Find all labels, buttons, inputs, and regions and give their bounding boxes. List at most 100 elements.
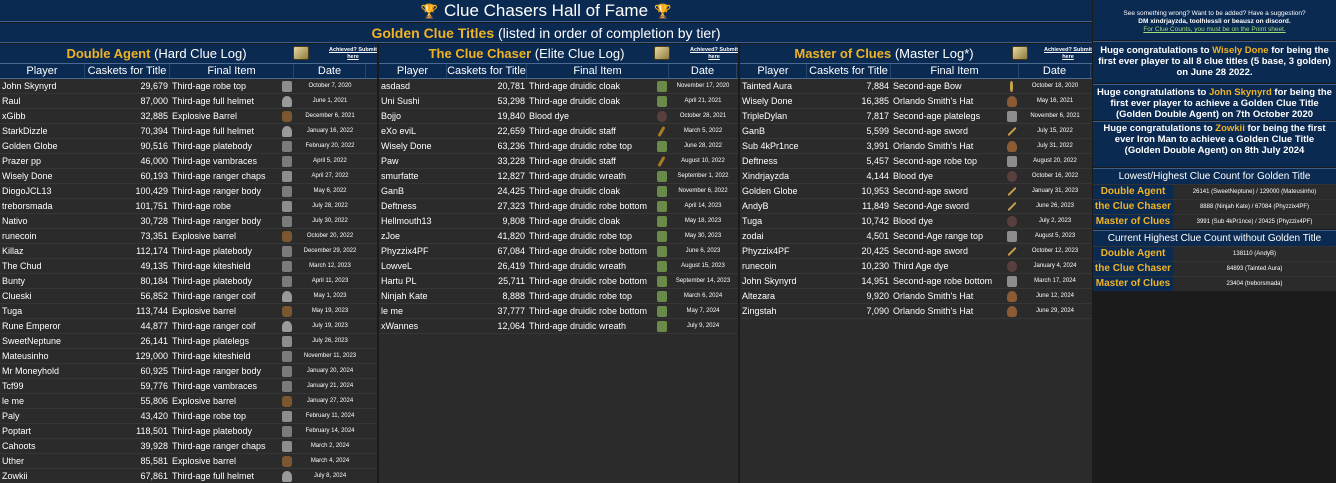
final-item: Third-age robe top [172,81,247,91]
green-item-icon [657,141,667,152]
completion-date: March 17, 2024 [1034,278,1076,284]
panel-title: Double Agent (Hard Clue Log) [0,44,313,64]
clue-scroll-icon [293,46,309,60]
item-icon-cell [280,364,294,378]
completion-date: July 28, 2022 [312,203,348,209]
green-item-icon [657,231,667,242]
completion-date: March 6, 2024 [683,293,723,299]
stat-label: Double Agent [1093,247,1173,261]
point-sheet-link[interactable]: For Clue Counts, you must be on the Poin… [1143,26,1286,33]
item-icon-cell [1005,154,1019,168]
completion-date: October 20, 2022 [306,233,354,239]
final-item: Third-age druidic robe bottom [529,201,648,211]
table-row: StarkDizzle 70,394 Third-age full helmet Ja… [0,124,377,139]
item-icon-cell [655,94,669,108]
final-item: Third-age druidic wreath [529,171,627,181]
final-item: Third-age ranger coif [172,321,256,331]
final-item: Second-Age sword [893,201,970,211]
item-icon-cell [655,154,669,168]
robe-item-icon [282,171,292,182]
congrats-text: for being the first ever player to all 8… [1098,45,1331,78]
final-item: Third-age robe [172,201,232,211]
barrel-item-icon [282,396,292,407]
item-icon-cell [280,349,294,363]
final-item: Third-age platelegs [172,336,250,346]
item-icon-cell [280,154,294,168]
item-icon-cell [1005,169,1019,183]
final-item: Second-age Bow [893,81,962,91]
final-item: Third-age ranger body [172,366,262,376]
completion-date: March 5, 2022 [683,128,723,134]
casket-count: 43,420 [140,411,168,421]
submit-link[interactable]: Achieved? Submit here [690,47,738,60]
staff-item-icon [657,125,666,138]
item-icon-cell [1005,199,1019,213]
congrats-text: Huge congratulations to [1100,45,1213,56]
green-item-icon [657,216,667,227]
player-name: Tainted Aura [742,81,793,91]
clue-chaser-panel: The Clue Chaser (Elite Clue Log) Achieved… [379,44,738,483]
casket-count: 25,711 [498,276,525,286]
player-name: Sub 4kPr1nce [742,141,799,151]
table-row: Prazer pp 46,000 Third-age vambraces April … [0,154,377,169]
hat-item-icon [1007,141,1017,152]
player-name: SweetNeptune [2,336,62,346]
completion-date: July 15, 2022 [1037,128,1073,134]
green-item-icon [657,171,667,182]
column-header-item: Final Item [891,64,1019,78]
table-row: Bunty 80,184 Third-age platebody April 11, … [0,274,377,289]
casket-count: 41,820 [497,231,525,241]
helm-item-icon [282,321,292,332]
column-header-date: Date [1019,64,1091,78]
item-icon-cell [655,289,669,303]
completion-date: October 7, 2020 [308,83,352,89]
item-icon-cell [280,79,294,93]
hat-item-icon [1007,96,1017,107]
player-name: xGibb [2,111,26,121]
table-row: Wisely Done 16,385 Orlando Smith's Hat May … [740,94,1092,109]
plate-item-icon [282,186,292,197]
player-name: smurfatte [381,171,419,181]
item-icon-cell [655,214,669,228]
item-icon-cell [280,229,294,243]
final-item: Third-age vambraces [172,381,258,391]
item-icon-cell [1005,244,1019,258]
final-item: Third-age vambraces [172,156,258,166]
final-item: Third-age robe top [172,411,247,421]
completion-date: February 14, 2024 [305,428,355,434]
page-title: Clue Chasers Hall of Fame [443,1,649,20]
player-name: StarkDizzle [2,126,48,136]
casket-count: 19,840 [497,111,525,121]
player-name: Paw [381,156,399,166]
table-row: Zingstah 7,090 Orlando Smith's Hat June 29,… [740,304,1092,319]
player-name: Wisely Done [742,96,793,106]
casket-count: 3,991 [866,141,889,151]
table-row: John Skynyrd 14,951 Second-age robe bottom… [740,274,1092,289]
casket-count: 5,599 [866,126,889,136]
completion-date: July 8, 2024 [313,473,347,479]
final-item: Explosive barrel [172,456,237,466]
final-item: Third-age ranger chaps [172,171,266,181]
table-row: GanB 24,425 Third-age druidic cloak Novembe… [379,184,738,199]
table-row: Deftness 27,323 Third-age druidic robe bot… [379,199,738,214]
stat-label: the Clue Chaser [1093,262,1173,276]
item-icon-cell [280,94,294,108]
submit-link[interactable]: Achieved? Submit here [329,47,377,60]
submit-link[interactable]: Achieved? Submit here [1044,47,1092,60]
congrats-text: Huge congratulations to [1097,87,1209,98]
player-name: Rune Emperor [2,321,61,331]
final-item: Third-age platebody [172,246,253,256]
table-row: Tcf99 59,776 Third-age vambraces January 21… [0,379,377,394]
panel-title-gold: The Clue Chaser [428,46,532,61]
plate-item-icon [282,261,292,272]
player-name: Wisely Done [381,141,432,151]
table-row: Hellmouth13 9,808 Third-age druidic cloak M… [379,214,738,229]
item-icon-cell [655,319,669,333]
item-icon-cell [280,469,294,483]
item-icon-cell [280,109,294,123]
item-icon-cell [280,379,294,393]
table-row: eXo eviL 22,659 Third-age druidic staff Mar… [379,124,738,139]
stat-row: the Clue Chaser 8888 (Ninjah Kate) / 6708… [1093,199,1336,214]
final-item: Orlando Smith's Hat [893,96,974,106]
final-item: Third Age dye [893,261,949,271]
